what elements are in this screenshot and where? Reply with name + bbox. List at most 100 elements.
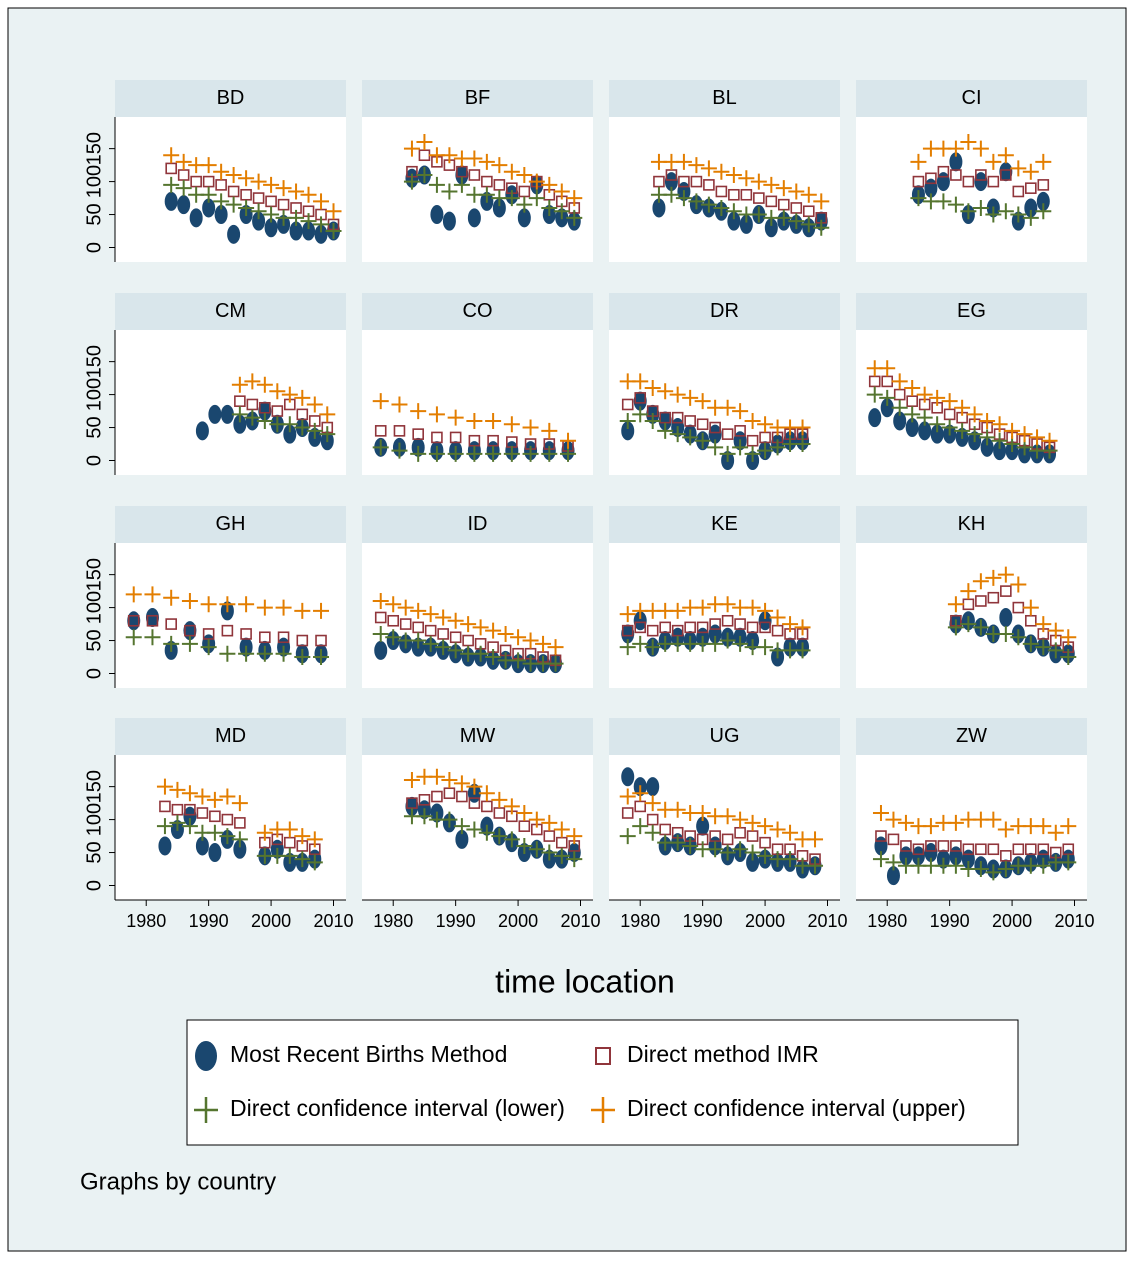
panel-title-bar (362, 293, 593, 330)
direct-point (759, 621, 771, 634)
ci-point (319, 406, 336, 423)
ci-point (541, 422, 558, 439)
ci-point (441, 772, 458, 789)
x-tick-label: 1990 (683, 911, 723, 931)
mrb-point (911, 846, 925, 866)
ci-point (632, 818, 649, 835)
ci-point (385, 596, 402, 613)
direct-point (221, 813, 234, 826)
ci-point (541, 445, 558, 462)
ci-point (428, 768, 445, 785)
direct-point (246, 398, 259, 411)
ci-point (566, 851, 583, 868)
ci-point (541, 844, 558, 861)
ci-point (281, 847, 298, 864)
mrb-point (233, 839, 247, 859)
ci-point (744, 599, 761, 616)
mrb-point (158, 836, 172, 856)
ci-point (528, 841, 545, 858)
ci-point (466, 445, 483, 462)
ci-point (644, 795, 661, 812)
ci-point (1010, 206, 1027, 223)
ci-point (181, 635, 198, 652)
legend-label: Most Recent Births Method (230, 1041, 507, 1067)
ci-point (916, 409, 933, 426)
direct-point (227, 185, 240, 198)
direct-point (215, 179, 227, 191)
y-tick-label: 100 (83, 165, 105, 198)
mrb-point (264, 218, 278, 238)
panel-title-bar (609, 506, 840, 543)
ci-point (200, 186, 217, 203)
ci-point (163, 176, 180, 193)
direct-point (753, 192, 765, 204)
direct-point (671, 624, 684, 637)
ci-point (144, 586, 161, 603)
direct-point (734, 425, 746, 437)
ci-point (263, 206, 280, 223)
ci-point (725, 167, 742, 183)
x-tick-label: 2010 (560, 911, 600, 931)
y-tick-label: 150 (83, 132, 105, 165)
ci-point (466, 821, 483, 838)
mrb-point (880, 398, 894, 418)
mrb-point (208, 843, 222, 863)
direct-point (912, 175, 925, 188)
y-tick-label: 50 (83, 841, 105, 863)
panel-title-bar (115, 506, 346, 543)
direct-point (893, 388, 906, 401)
ci-point (410, 632, 427, 649)
ci-point (997, 147, 1014, 164)
ci-point (169, 814, 186, 831)
y-tick-label: 0 (83, 455, 105, 466)
ci-point (294, 649, 311, 666)
direct-point (468, 434, 481, 447)
ci-point (663, 186, 680, 203)
mrb-point (227, 224, 241, 244)
ci-point (744, 814, 761, 831)
ci-point (447, 642, 464, 659)
direct-point (252, 192, 265, 204)
mrb-point (492, 198, 506, 218)
ci-point (175, 153, 192, 170)
ci-point (657, 422, 674, 439)
ci-point (294, 419, 311, 436)
ci-point (972, 199, 989, 216)
direct-point (431, 790, 443, 803)
ci-point (410, 403, 427, 420)
ci-point (800, 216, 817, 233)
ci-point (491, 828, 508, 845)
direct-point (721, 428, 734, 440)
ci-point (644, 639, 661, 656)
direct-point (1037, 179, 1050, 191)
plot-area (362, 117, 593, 262)
ci-point (416, 167, 433, 183)
ci-point (997, 861, 1014, 878)
ci-point (256, 412, 273, 429)
ci-point (872, 851, 889, 868)
ci-point (491, 157, 508, 174)
y-tick-label: 100 (83, 591, 105, 624)
ci-point (435, 609, 452, 626)
direct-point (975, 843, 987, 856)
direct-point (987, 843, 1000, 856)
mrb-point (696, 816, 710, 836)
direct-point (734, 618, 746, 630)
ci-point (306, 396, 323, 413)
ci-point (732, 439, 749, 456)
ci-point (466, 412, 483, 429)
mrb-point (455, 165, 469, 185)
direct-point (518, 820, 531, 832)
ci-point (163, 635, 180, 652)
ci-point (553, 183, 570, 200)
ci-point (313, 193, 330, 210)
ci-point (238, 199, 255, 216)
ci-point (516, 196, 533, 213)
direct-point (165, 162, 177, 175)
ci-point (275, 645, 292, 662)
ci-point (403, 173, 420, 190)
ci-point (979, 429, 996, 446)
y-tick-label: 100 (83, 803, 105, 836)
direct-point (740, 188, 753, 201)
